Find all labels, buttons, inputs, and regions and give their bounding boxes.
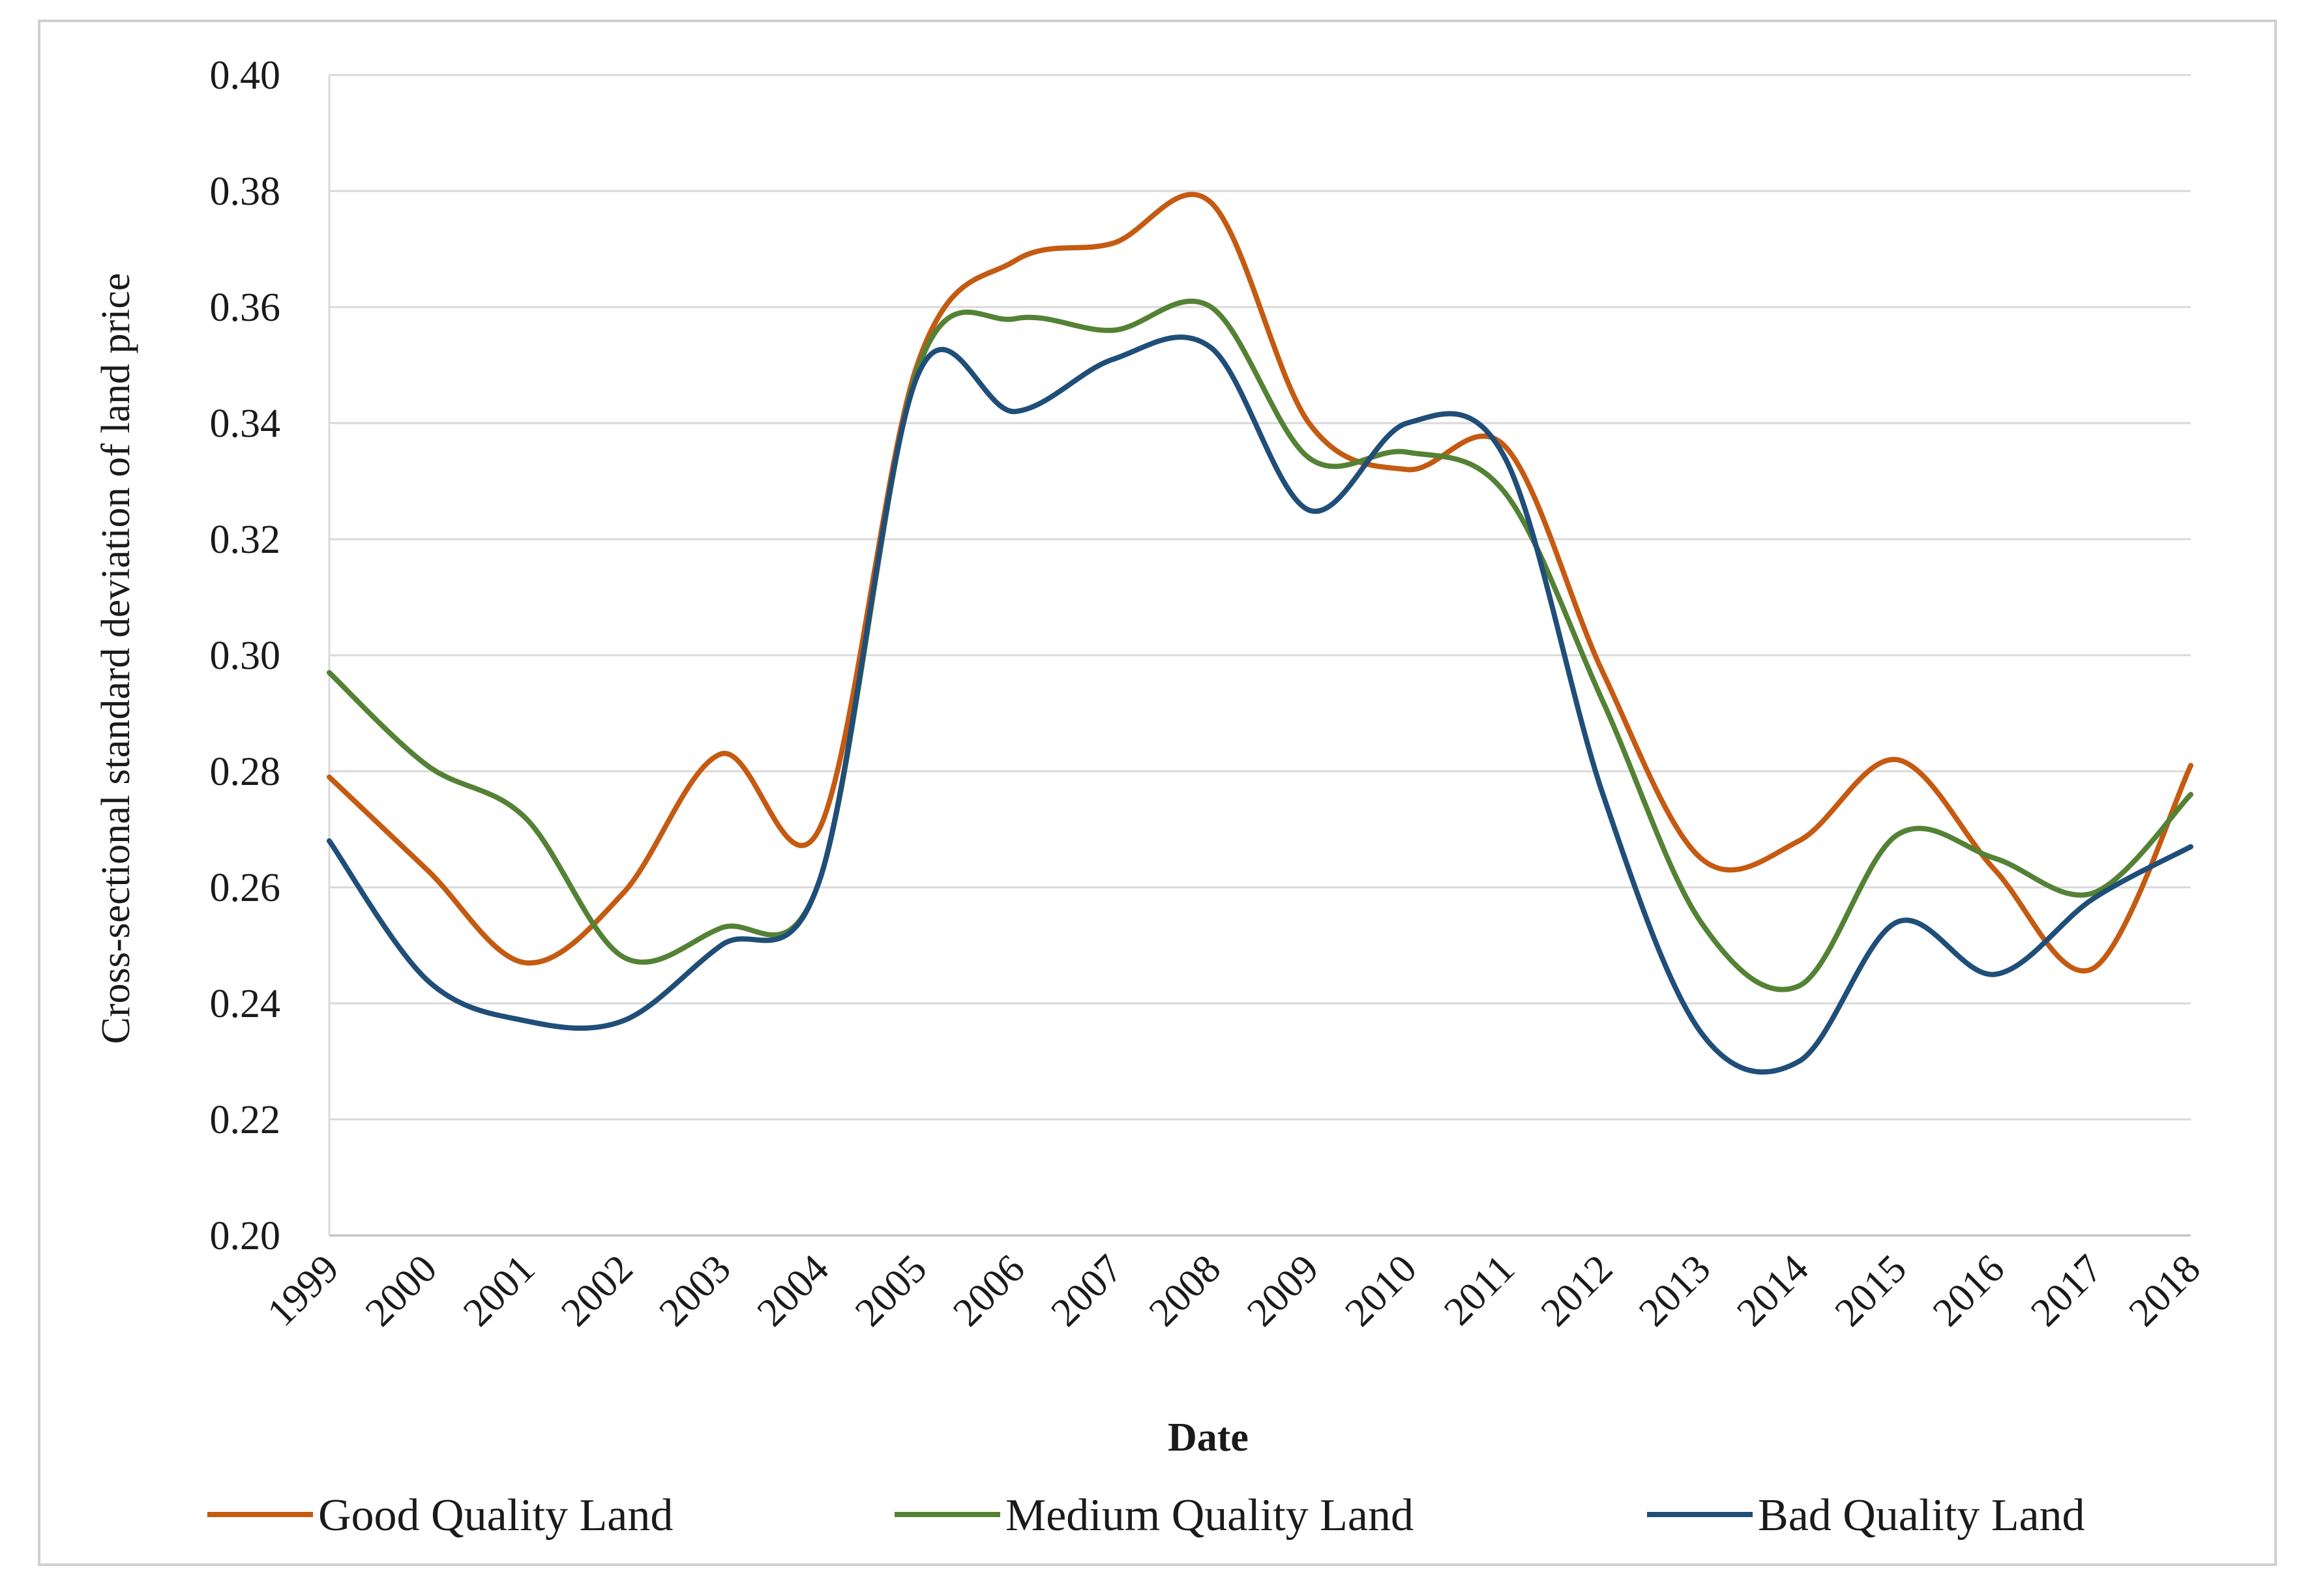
- legend-label: Medium Quality Land: [1005, 1490, 1414, 1541]
- x-tick-label: 2011: [1436, 1247, 1523, 1334]
- series-line-good-quality-land: [327, 192, 2193, 974]
- y-tick-label: 0.24: [210, 982, 281, 1026]
- legend-item-good-quality-land: Good Quality Land: [207, 1490, 673, 1541]
- x-tick-label: 2010: [1337, 1247, 1425, 1335]
- x-tick-label: 2013: [1631, 1247, 1719, 1335]
- x-tick-label: 2012: [1533, 1247, 1622, 1335]
- y-tick-label: 0.26: [210, 866, 281, 910]
- legend-item-bad-quality-land: Bad Quality Land: [1647, 1490, 2085, 1541]
- legend-label: Bad Quality Land: [1758, 1490, 2085, 1541]
- x-tick-label: 2001: [455, 1247, 544, 1335]
- y-tick-label: 0.38: [210, 170, 281, 214]
- y-tick-label: 0.32: [210, 518, 281, 562]
- series-line-bad-quality-land: [327, 334, 2193, 1075]
- x-tick-label: 2008: [1141, 1247, 1230, 1335]
- x-tick-label: 2007: [1043, 1247, 1131, 1335]
- x-tick-label: 2018: [2120, 1247, 2209, 1335]
- y-axis-label: Cross-sectional standard deviation of la…: [94, 273, 138, 1044]
- legend-label: Good Quality Land: [318, 1490, 673, 1541]
- x-tick-label: 2004: [749, 1247, 837, 1335]
- x-tick-label: 2009: [1239, 1247, 1328, 1335]
- y-tick-label: 0.20: [210, 1214, 281, 1258]
- x-tick-label: 2003: [651, 1247, 739, 1335]
- legend: Good Quality Land Medium Quality Land Bad …: [207, 1490, 2085, 1541]
- x-tick-label: 2014: [1729, 1247, 1817, 1335]
- chart-frame: [38, 20, 2277, 1566]
- x-axis-label: Date: [1168, 1415, 1249, 1460]
- y-tick-label: 0.34: [210, 402, 281, 446]
- series-line-medium-quality-land: [327, 298, 2193, 992]
- x-tick-label: 2000: [357, 1247, 445, 1335]
- x-tick-label: 2015: [1826, 1247, 1915, 1335]
- y-tick-label: 0.30: [210, 634, 281, 678]
- y-tick-label: 0.28: [210, 750, 281, 794]
- x-tick-label: 2016: [1925, 1247, 2013, 1335]
- y-tick-label: 0.22: [210, 1098, 281, 1142]
- x-tick-label: 2017: [2023, 1247, 2111, 1335]
- x-tick-label: 1999: [259, 1247, 348, 1335]
- x-tick-label: 2006: [945, 1247, 1033, 1335]
- x-tick-label: 2005: [847, 1247, 936, 1335]
- y-tick-label: 0.36: [210, 286, 281, 330]
- y-tick-label: 0.40: [210, 53, 281, 98]
- legend-item-medium-quality-land: Medium Quality Land: [895, 1490, 1414, 1541]
- x-tick-label: 2002: [553, 1247, 642, 1335]
